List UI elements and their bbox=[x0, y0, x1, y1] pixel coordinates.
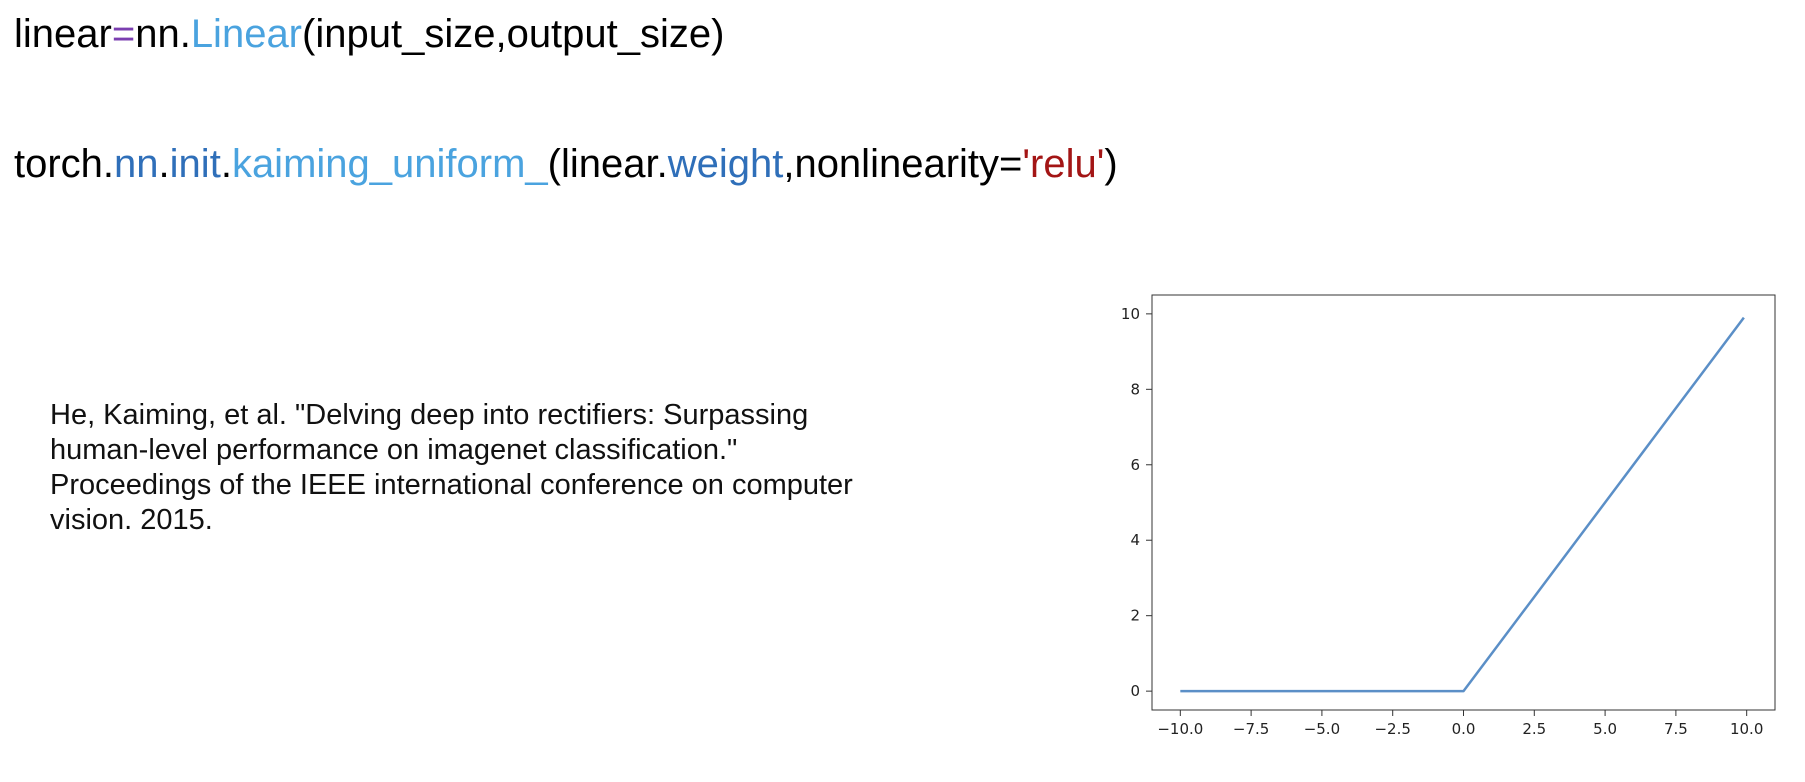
code-token-plain: . bbox=[220, 142, 232, 186]
code-token-plain: ) bbox=[1104, 142, 1118, 186]
citation-line-2: human-level performance on imagenet clas… bbox=[50, 434, 738, 466]
x-tick-label: 10.0 bbox=[1730, 720, 1763, 738]
code-token-plain: . bbox=[158, 142, 170, 186]
code-line-linear: linear=nn.Linear(input_size,output_size) bbox=[14, 14, 724, 54]
y-tick-label: 0 bbox=[1130, 682, 1140, 700]
y-tick-label: 2 bbox=[1130, 607, 1140, 625]
relu-series-line bbox=[1180, 316, 1745, 693]
y-tick-label: 6 bbox=[1130, 456, 1140, 474]
chart-ticks: −10.0 −7.5 −5.0 −2.5 0.0 2.5 5.0 7.5 10.0 0 2 4 6 8 10 bbox=[1121, 305, 1763, 738]
x-tick-label: 5.0 bbox=[1593, 720, 1617, 738]
x-tick-label: −5.0 bbox=[1304, 720, 1340, 738]
code-token-func: kaiming_uniform_ bbox=[231, 142, 548, 186]
relu-chart: −10.0 −7.5 −5.0 −2.5 0.0 2.5 5.0 7.5 10.0 0 2 4 6 8 10 bbox=[1121, 294, 1776, 738]
code-token-plain: (linear. bbox=[547, 142, 668, 186]
code-token-class: Linear bbox=[190, 12, 303, 56]
code-token-plain: torch. bbox=[14, 142, 115, 186]
citation-line-4: vision. 2015. bbox=[50, 504, 213, 536]
citation: He, Kaiming, et al. "Delving deep into r… bbox=[50, 398, 970, 538]
x-tick-label: −10.0 bbox=[1157, 720, 1203, 738]
code-line-kaiming-init: torch.nn.init.kaiming_uniform_(linear.we… bbox=[14, 144, 1118, 184]
y-tick-label: 10 bbox=[1121, 305, 1140, 323]
y-tick-label: 8 bbox=[1130, 380, 1140, 398]
code-token-op: = bbox=[111, 12, 136, 56]
code-token-string: 'relu' bbox=[1022, 142, 1105, 186]
code-token-plain: (input_size,output_size) bbox=[302, 12, 725, 56]
x-tick-label: 2.5 bbox=[1522, 720, 1546, 738]
chart-series bbox=[1180, 316, 1745, 693]
citation-line-1: He, Kaiming, et al. "Delving deep into r… bbox=[50, 399, 809, 431]
x-tick-label: −7.5 bbox=[1233, 720, 1269, 738]
x-tick-label: 0.0 bbox=[1452, 720, 1476, 738]
code-token-plain: ,nonlinearity= bbox=[783, 142, 1023, 186]
plot-frame bbox=[1151, 294, 1776, 711]
code-token-plain: linear bbox=[14, 12, 112, 56]
chart-axes bbox=[1151, 294, 1776, 711]
x-tick-label: 7.5 bbox=[1664, 720, 1688, 738]
code-token-plain: nn. bbox=[135, 12, 191, 56]
citation-line-3: Proceedings of the IEEE international co… bbox=[50, 469, 853, 501]
x-tick-label: −2.5 bbox=[1374, 720, 1410, 738]
code-token-module: init bbox=[169, 142, 221, 186]
y-tick-label: 4 bbox=[1130, 531, 1140, 549]
code-token-module: nn bbox=[114, 142, 159, 186]
code-token-attr: weight bbox=[667, 142, 784, 186]
